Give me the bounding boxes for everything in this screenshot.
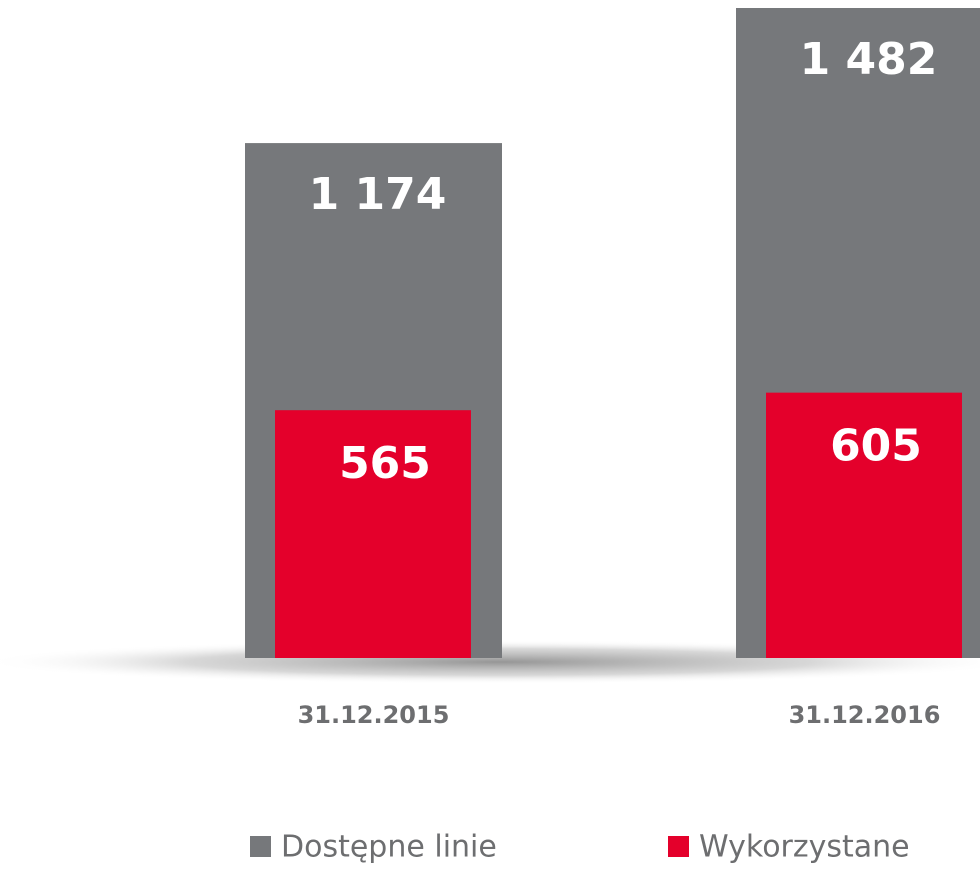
value-label: 605 xyxy=(830,421,922,472)
legend-label: Wykorzystane xyxy=(699,830,910,865)
used-bar xyxy=(275,410,471,658)
legend-swatch xyxy=(668,836,689,857)
x-tick-label: 31.12.2015 xyxy=(298,701,450,729)
x-tick-label: 31.12.2016 xyxy=(789,701,941,729)
value-label: 1 482 xyxy=(800,34,938,85)
legend-label: Dostępne linie xyxy=(281,830,497,865)
value-label: 1 174 xyxy=(309,169,447,220)
legend-swatch xyxy=(250,836,271,857)
used-bar xyxy=(766,392,962,658)
value-label: 565 xyxy=(339,438,431,489)
